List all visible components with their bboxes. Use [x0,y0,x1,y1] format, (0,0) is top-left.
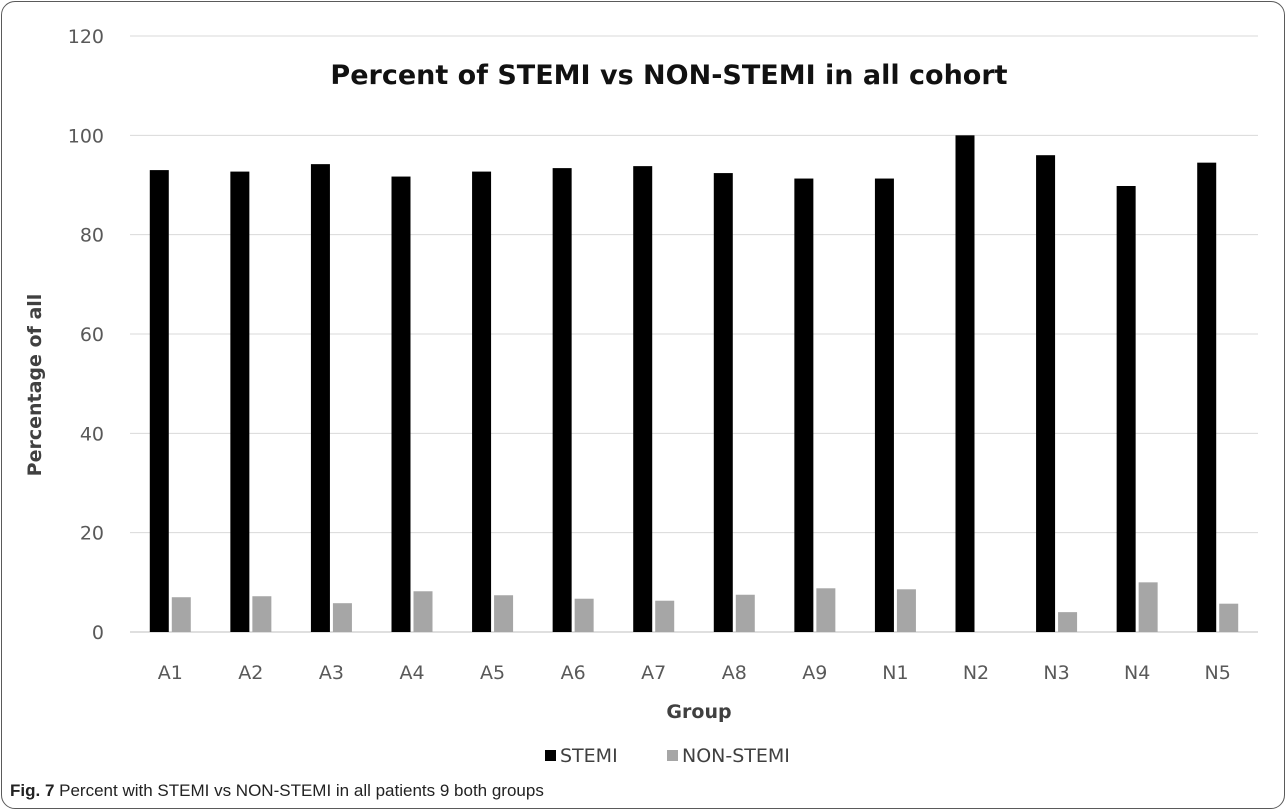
y-tick-label: 120 [68,26,104,48]
figure-caption: Fig. 7 Percent with STEMI vs NON-STEMI i… [10,781,544,801]
bar-non-stemi-a3 [332,603,352,632]
bar-stemi-a1 [149,170,169,632]
bar-stemi-a6 [552,168,572,632]
bar-non-stemi-a7 [655,600,675,632]
bar-stemi-a5 [472,171,492,632]
bar-non-stemi-n1 [896,589,916,632]
legend-label-stemi: STEMI [560,745,618,767]
y-tick-label: 40 [80,423,104,445]
legend-swatch-stemi [545,750,556,761]
gridlines [130,35,1258,633]
x-tick-label: A1 [158,662,183,684]
x-tick-label: A3 [319,662,344,684]
bar-non-stemi-a4 [413,591,433,632]
bar-non-stemi-a6 [574,598,594,632]
bar-stemi-n2 [955,135,975,633]
bar-stemi-n5 [1197,162,1217,632]
bar-non-stemi-a9 [816,588,836,632]
y-tick-label: 0 [92,622,104,644]
y-tick-label: 60 [80,324,104,346]
x-tick-label: A5 [480,662,505,684]
x-axis-ticks: A1 A2 A3 A4 A5 A6 A7 A8 A9 N1 N2 N3 N4 N5 [158,662,1231,684]
chart-title: Percent of STEMI vs NON-STEMI in all coh… [330,60,1007,91]
bar-stemi-a9 [794,178,814,632]
y-axis-ticks: 0 20 40 60 80 100 120 [68,26,104,644]
bar-non-stemi-a5 [494,595,514,632]
bar-stemi-n1 [874,178,894,632]
x-tick-label: N5 [1205,662,1231,684]
bar-stemi-a8 [713,173,733,632]
figure-label: Fig. 7 [10,781,55,800]
x-tick-label: A6 [561,662,586,684]
legend-label-non-stemi: NON-STEMI [682,745,790,767]
x-tick-label: N3 [1043,662,1069,684]
legend: STEMI NON-STEMI [545,745,790,767]
bar-non-stemi-a1 [171,597,191,632]
x-tick-label: N4 [1124,662,1150,684]
bar-non-stemi-a2 [252,596,272,632]
bar-non-stemi-n4 [1138,582,1158,632]
bar-stemi-a2 [230,171,250,632]
y-tick-label: 80 [80,225,104,247]
bar-non-stemi-n3 [1058,612,1078,632]
x-tick-label: A7 [641,662,666,684]
bars [149,135,1239,633]
x-tick-label: N1 [882,662,908,684]
x-axis-title: Group [666,701,731,723]
x-tick-label: N2 [963,662,989,684]
y-axis-title: Percentage of all [24,294,46,477]
x-tick-label: A9 [802,662,827,684]
bar-stemi-a3 [310,164,330,632]
x-tick-label: A8 [722,662,747,684]
y-tick-label: 100 [68,125,104,147]
legend-swatch-non-stemi [667,750,678,761]
bar-non-stemi-n5 [1219,603,1239,632]
bar-stemi-a7 [633,166,653,633]
x-tick-label: A2 [238,662,263,684]
bar-stemi-a4 [391,176,411,632]
bar-stemi-n4 [1116,185,1136,632]
bar-non-stemi-a8 [735,594,755,632]
figure-caption-text: Percent with STEMI vs NON-STEMI in all p… [59,781,544,800]
y-tick-label: 20 [80,523,104,545]
x-tick-label: A4 [399,662,424,684]
bar-stemi-n3 [1036,155,1056,632]
